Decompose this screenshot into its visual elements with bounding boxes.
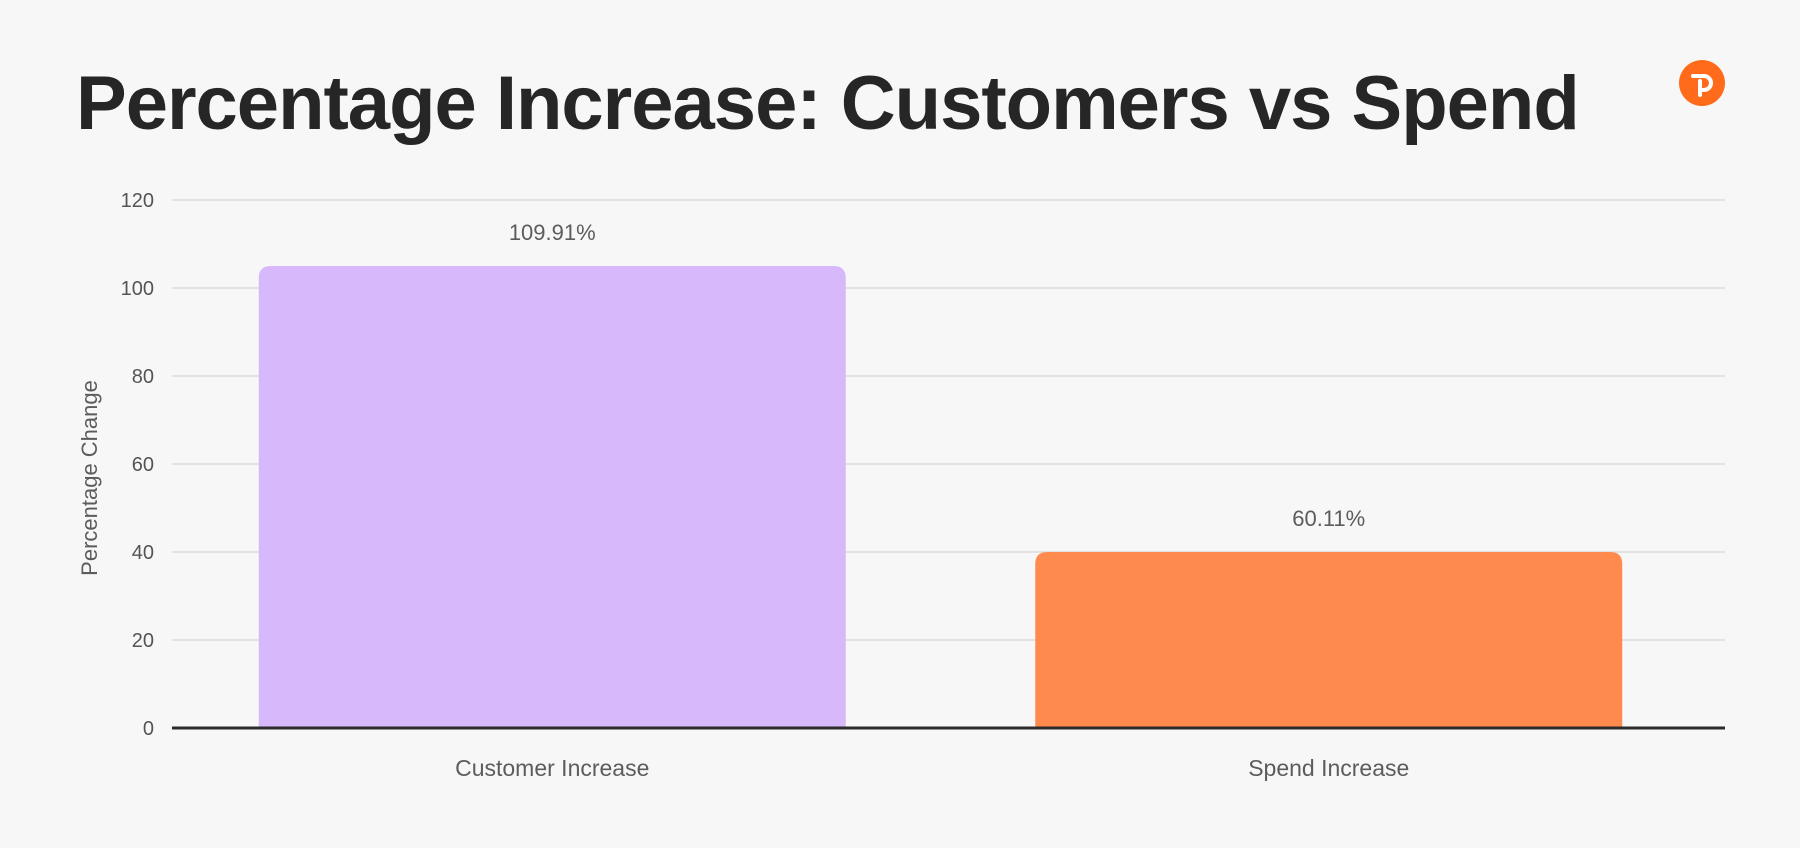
brand-logo-mark bbox=[1691, 74, 1713, 97]
x-tick-label: Customer Increase bbox=[455, 755, 649, 781]
y-axis-label: Percentage Change bbox=[77, 380, 102, 576]
page-title: Percentage Increase: Customers vs Spend bbox=[76, 61, 1580, 146]
bar-data-label: 109.91% bbox=[509, 220, 596, 245]
y-tick-label: 40 bbox=[132, 542, 154, 564]
brand-logo-icon bbox=[1679, 60, 1725, 106]
y-tick-label: 20 bbox=[132, 630, 154, 652]
bar-spend-increase bbox=[1035, 552, 1623, 728]
label-layer: 0 20 40 60 80 100 120 109.91% Customer Increase 6… bbox=[77, 190, 1409, 781]
y-tick-label: 100 bbox=[121, 278, 154, 300]
y-tick-label: 80 bbox=[132, 366, 154, 388]
y-tick-label: 120 bbox=[121, 190, 154, 212]
bar-layer bbox=[258, 266, 1623, 728]
bar-data-label: 60.11% bbox=[1292, 506, 1365, 531]
y-tick-label: 60 bbox=[132, 454, 154, 476]
bar-customer-increase bbox=[258, 266, 846, 728]
x-tick-label: Spend Increase bbox=[1248, 755, 1409, 781]
y-tick-label: 0 bbox=[143, 718, 154, 740]
